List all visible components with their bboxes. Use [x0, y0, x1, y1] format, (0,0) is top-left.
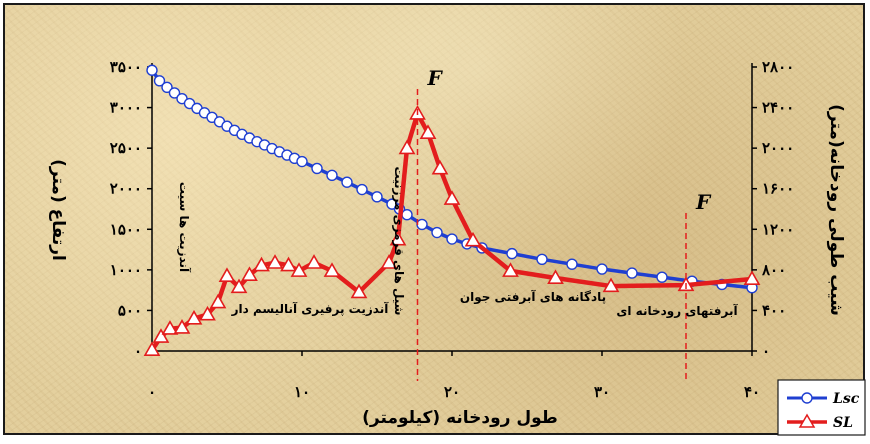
y-tick-label: ۰ — [134, 342, 142, 360]
annotation-river-alluvium: آبرفتهای رودخانه ای — [616, 303, 738, 319]
lsc-point — [431, 226, 443, 239]
sl-point — [173, 319, 191, 334]
y-tick-label: ۲۵۰۰ — [110, 139, 142, 157]
sl-point — [209, 293, 227, 309]
lsc-point — [356, 183, 368, 196]
sl-point — [185, 309, 203, 325]
sl-point — [502, 262, 519, 277]
x-tick-label: ۰ — [148, 383, 156, 401]
legend-lsc-label: Lsc — [832, 391, 860, 407]
chart-frame: ۰ ۵۰۰ ۱۰۰۰ ۱۵۰۰ ۲۰۰۰ ۲۵۰۰ ۳۰۰۰ ۳۵۰۰ ۰ ۴۰۰ ۸۰۰ ۱۲۰۰ ۱… — [3, 3, 866, 436]
lsc-point — [153, 75, 166, 87]
sl-point — [280, 256, 297, 272]
lsc-point — [326, 169, 338, 182]
sl-point — [380, 254, 398, 269]
lsc-point — [536, 253, 548, 266]
sl-point — [547, 269, 564, 285]
x-tick-label: ۴۰ — [744, 383, 760, 401]
river-profile-chart: ۰۵۰۰۱۰۰۰۱۵۰۰۲۰۰۰۲۵۰۰۳۰۰۰۳۵۰۰۰۴۰۰۸۰۰۱۲۰۰۱… — [48, 58, 866, 436]
x-tick-label: ۲۰ — [444, 383, 460, 401]
lsc-point — [311, 162, 323, 175]
sl-point — [305, 254, 323, 269]
y-tick-label: ۵۰۰ — [118, 301, 142, 319]
sl-point — [398, 139, 416, 155]
sl-point — [253, 256, 270, 272]
series-sl — [143, 105, 761, 357]
sl-point — [389, 230, 407, 246]
sl-point — [218, 267, 236, 282]
y2-axis-title: شیب طولی رودخانه(متر) — [826, 104, 846, 316]
y-tick-label: ۲۰۰۰ — [110, 180, 142, 198]
y2-tick-label: ۱۲۰۰ — [762, 220, 794, 238]
sl-point — [743, 270, 761, 286]
legend[interactable]: Lsc SL — [777, 379, 866, 436]
sl-point — [230, 278, 248, 294]
annotation-andesite-porphyry: آندزیت پرفیری آنالیسم دار — [231, 301, 390, 316]
lsc-point — [416, 218, 428, 231]
lsc-point — [596, 263, 608, 275]
sl-point — [143, 341, 161, 357]
lsc-point — [341, 176, 353, 188]
annotations: F F آندزیت ها سیت آندزیت پرفیری آنالیسم دار… — [177, 66, 738, 381]
sl-point — [602, 277, 620, 293]
lsc-point — [446, 233, 458, 245]
lsc-point — [371, 191, 383, 203]
y2-tick-label: ۰ — [762, 342, 770, 360]
y2-tick-label: ۲۸۰۰ — [762, 58, 794, 76]
y-tick-label: ۱۵۰۰ — [110, 220, 142, 238]
lsc-point — [626, 267, 638, 279]
legend-sl-marker — [798, 413, 816, 428]
x-tick-label: ۳۰ — [594, 383, 610, 401]
y-tick-label: ۳۵۰۰ — [110, 58, 142, 76]
series-lsc — [146, 64, 758, 294]
annotation-red-shale: شیل های قرمزی مرزنیت — [392, 167, 406, 316]
annotation-young-terraces: پادگانه های آبرفتی جوان — [460, 289, 606, 305]
y2-tick-label: ۴۰۰ — [762, 301, 786, 319]
x-tick-label: ۱۰ — [294, 383, 310, 401]
y2-tick-label: ۲۴۰۰ — [762, 99, 794, 117]
y-axis-title: ارتفاع (متر) — [48, 159, 68, 261]
y2-tick-label: ۱۶۰۰ — [762, 180, 794, 198]
sl-point — [419, 124, 437, 139]
x-axis-title: طول رودخانه (کیلومتر) — [362, 408, 558, 428]
annotation-andesite-trachy: آندزیت ها سیت — [177, 182, 192, 273]
sl-point — [323, 262, 341, 277]
sl-point — [161, 320, 179, 335]
sl-point — [241, 266, 258, 281]
lsc-point — [161, 81, 173, 93]
sl-point — [199, 305, 216, 321]
legend-sl-label: SL — [833, 415, 853, 431]
y2-tick-label: ۲۰۰۰ — [762, 139, 794, 157]
sl-point — [464, 231, 482, 247]
lsc-point — [168, 87, 181, 99]
y-tick-label: ۳۰۰۰ — [110, 99, 142, 117]
axes: ۰۵۰۰۱۰۰۰۱۵۰۰۲۰۰۰۲۵۰۰۳۰۰۰۳۵۰۰۰۴۰۰۸۰۰۱۲۰۰۱… — [48, 58, 846, 428]
sl-point — [431, 159, 449, 175]
lsc-point — [146, 64, 158, 76]
sl-point — [350, 283, 368, 299]
lsc-line — [150, 69, 753, 290]
fault-label: F — [695, 190, 712, 214]
y-tick-label: ۱۰۰۰ — [110, 261, 142, 279]
fault-label: F — [427, 66, 444, 90]
sl-point — [290, 262, 308, 277]
sl-point — [443, 190, 461, 205]
sl-point — [266, 254, 284, 269]
y2-tick-label: ۸۰۰ — [761, 261, 786, 279]
legend-box — [777, 379, 866, 436]
lsc-point — [566, 258, 578, 270]
lsc-point — [296, 155, 308, 168]
legend-lsc-marker — [801, 392, 813, 404]
sl-point — [152, 328, 170, 343]
lsc-point — [506, 247, 518, 260]
lsc-point — [656, 271, 668, 283]
